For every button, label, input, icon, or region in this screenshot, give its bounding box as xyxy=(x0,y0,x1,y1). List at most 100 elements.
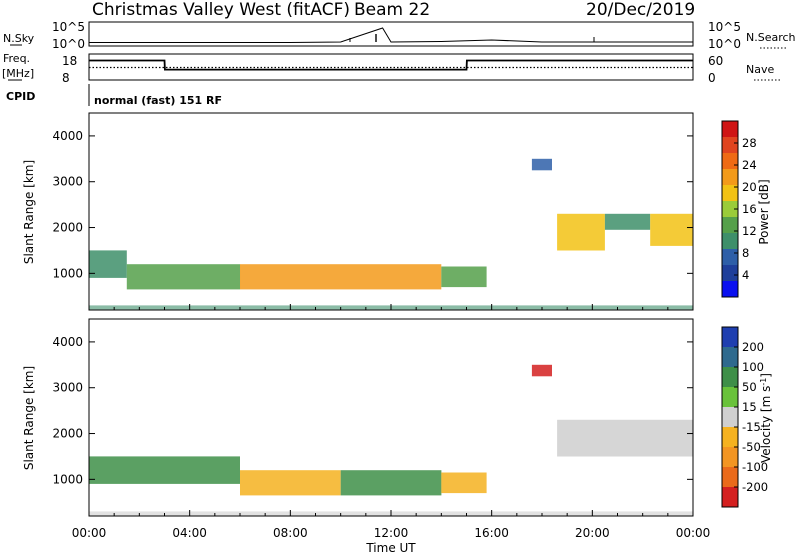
velocity-colorbar-swatch xyxy=(722,427,738,448)
power-heatmap xyxy=(89,158,693,310)
freq-unit-label: [MHz] xyxy=(2,67,34,80)
velocity-colorbar-tick-label: -50 xyxy=(742,440,761,454)
x-tick-label: 04:00 xyxy=(172,526,207,540)
nave-tick-bottom: 0 xyxy=(708,71,716,85)
x-tick-label: 00:00 xyxy=(72,526,107,540)
velocity-colorbar-swatch xyxy=(722,367,738,388)
power-colorbar-swatch xyxy=(722,185,738,202)
nave-label: Nave xyxy=(746,63,774,76)
power-colorbar-tick-label: 16 xyxy=(742,202,757,216)
power-ytick-label: 3000 xyxy=(52,175,83,189)
power-y-axis-label: Slant Range [km] xyxy=(22,160,36,264)
power-colorbar-swatch xyxy=(722,201,738,218)
velocity-echo-region xyxy=(89,456,240,484)
power-ytick-label: 1000 xyxy=(52,266,83,280)
velocity-echo-region xyxy=(531,364,552,377)
nave-tick-top: 60 xyxy=(708,54,723,68)
velocity-heatmap xyxy=(89,364,693,516)
freq-tick-bottom: 8 xyxy=(62,71,70,85)
x-tick-label: 20:00 xyxy=(575,526,610,540)
power-colorbar-swatch xyxy=(722,217,738,234)
velocity-y-axis-label: Slant Range [km] xyxy=(22,366,36,470)
velocity-echo-region xyxy=(557,419,693,457)
velocity-colorbar-swatch xyxy=(722,487,738,508)
velocity-colorbar-tick-label: 50 xyxy=(742,380,757,394)
x-tick-label: 16:00 xyxy=(474,526,509,540)
velocity-colorbar-swatch xyxy=(722,327,738,348)
power-colorbar-tick-label: 28 xyxy=(742,136,757,150)
power-echo-region xyxy=(441,266,487,288)
velocity-echo-region xyxy=(340,470,442,496)
power-colorbar-swatch xyxy=(722,281,738,298)
nsky-tick-bottom-right: 10^0 xyxy=(708,37,741,51)
beam-label: Beam 22 xyxy=(354,0,430,20)
power-ytick-label: 2000 xyxy=(52,221,83,235)
power-colorbar-swatch xyxy=(722,249,738,266)
velocity-y-axis: 1000 2000 3000 4000 xyxy=(52,335,693,486)
nsky-tick-bottom-left: 10^0 xyxy=(52,37,85,51)
velocity-colorbar-label: Velocity [m s-1] xyxy=(759,373,773,463)
power-colorbar: 4 8 12 16 20 24 28 xyxy=(721,120,757,298)
power-colorbar-label: Power [dB] xyxy=(757,179,771,244)
velocity-echo-region xyxy=(441,472,487,494)
power-colorbar-tick-label: 12 xyxy=(742,224,757,238)
cpid-label: CPID xyxy=(6,90,35,103)
date-label: 20/Dec/2019 xyxy=(586,0,695,20)
freq-label: Freq. xyxy=(3,52,30,65)
power-y-axis: 1000 2000 3000 4000 xyxy=(52,129,693,280)
power-echo-region xyxy=(89,250,127,278)
power-colorbar-swatch xyxy=(722,233,738,250)
velocity-ytick-label: 1000 xyxy=(52,472,83,486)
x-axis-label: Time UT xyxy=(365,541,416,554)
velocity-panel: 1000 2000 3000 4000 Slant Range [km] 200 100… xyxy=(22,318,773,517)
velocity-echo-region xyxy=(240,470,341,496)
velocity-colorbar-tick-label: 100 xyxy=(742,360,764,374)
nsky-tick-top-left: 10^5 xyxy=(52,20,85,34)
velocity-ytick-label: 3000 xyxy=(52,381,83,395)
power-colorbar-swatch xyxy=(722,137,738,154)
velocity-ytick-label: 4000 xyxy=(52,335,83,349)
power-colorbar-swatch xyxy=(722,153,738,170)
power-echo-region xyxy=(240,264,442,290)
velocity-colorbar-swatch xyxy=(722,447,738,468)
velocity-ytick-label: 2000 xyxy=(52,427,83,441)
power-echo-region xyxy=(531,158,552,171)
nsky-panel: N.Sky 10^5 10^0 10^5 10^0 N.Search xyxy=(3,20,796,51)
velocity-colorbar-swatch xyxy=(722,347,738,368)
nsky-frame xyxy=(88,21,694,47)
velocity-colorbar-tick-label: 15 xyxy=(742,400,757,414)
power-colorbar-tick-label: 24 xyxy=(742,158,757,172)
nsky-label: N.Sky xyxy=(3,32,35,45)
power-panel: 1000 2000 3000 4000 Slant Range [km] 4 8 12 16… xyxy=(22,112,771,311)
velocity-colorbar-tick-label: -15 xyxy=(742,420,761,434)
velocity-colorbar-swatch xyxy=(722,467,738,488)
velocity-colorbar-swatch xyxy=(722,387,738,408)
power-colorbar-tick-label: 20 xyxy=(742,180,757,194)
nsky-tick-top-right: 10^5 xyxy=(708,20,741,34)
power-echo-region xyxy=(557,213,605,251)
freq-series-line xyxy=(89,59,693,71)
velocity-colorbar: 200 100 50 15 -15 -50 -100 -200 xyxy=(721,326,768,508)
power-colorbar-swatch xyxy=(722,265,738,282)
nsky-series-line xyxy=(89,27,693,43)
velocity-colorbar-swatch xyxy=(722,407,738,428)
velocity-colorbar-tick-label: 200 xyxy=(742,340,764,354)
power-colorbar-tick-label: 8 xyxy=(742,246,749,260)
velocity-colorbar-tick-label: -200 xyxy=(742,480,768,494)
x-tick-label: 00:00 xyxy=(676,526,711,540)
velocity-colorbar-frame xyxy=(721,326,739,508)
power-colorbar-swatch xyxy=(722,169,738,186)
power-colorbar-tick-label: 4 xyxy=(742,268,749,282)
nsearch-label: N.Search xyxy=(746,31,796,44)
power-colorbar-swatch xyxy=(722,121,738,138)
power-echo-region xyxy=(126,264,241,290)
figure-title: Christmas Valley West (fitACF) xyxy=(92,0,350,20)
power-ytick-label: 4000 xyxy=(52,129,83,143)
velocity-colorbar-tick-label: -100 xyxy=(742,460,768,474)
freq-tick-top: 18 xyxy=(62,54,77,68)
power-echo-region xyxy=(604,213,651,230)
x-tick-label: 12:00 xyxy=(374,526,409,540)
power-echo-region xyxy=(650,213,693,246)
cpid-text: normal (fast) 151 RF xyxy=(94,94,222,107)
